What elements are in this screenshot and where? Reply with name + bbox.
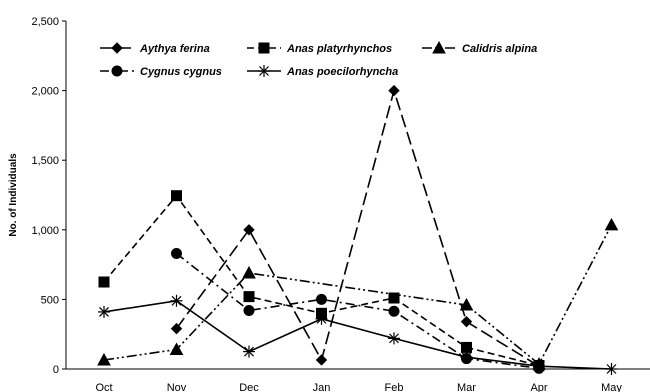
legend-label: Anas poecilorhyncha [286,66,398,78]
x-tick-label: Dec [239,382,259,392]
data-point [388,84,400,97]
y-axis-title: No. of Individuals [8,153,19,237]
legend-item: Calidris alpina [422,40,537,55]
legend-marker [258,65,270,77]
legend-marker [111,42,123,54]
data-point [171,247,182,259]
series-line [175,87,540,367]
x-tick-label: Mar [457,382,476,392]
y-tick-label: 2,500 [31,16,59,28]
data-point [98,276,110,288]
legend-item: Anas poecilorhyncha [247,65,398,78]
data-point [533,360,545,373]
series-line [103,194,540,367]
x-tick-label: Oct [95,382,112,392]
legend: Aythya ferina Anas platyrhynchos Calidris … [100,40,537,78]
series-line [176,252,540,370]
data-point [243,291,255,303]
legend-label: Aythya ferina [139,43,210,55]
data-point [171,190,182,202]
data-point [460,315,473,328]
data-point [97,352,111,366]
data-point [316,293,327,305]
axes-layer [62,20,650,370]
data-point [388,332,400,345]
data-point [169,342,184,356]
data-point [170,294,183,307]
x-tick-labels: Oct Nov Dec Jan Feb Mar Apr May [95,382,622,392]
legend-marker [111,65,123,77]
legend-marker [258,42,270,54]
legend-item: Aythya ferina [100,42,210,55]
data-point [388,292,400,304]
series-anas-platyrhynchos [98,190,545,372]
data-point [98,305,110,318]
x-tick-label: Apr [530,382,547,392]
x-tick-label: Nov [167,382,187,392]
y-tick-label: 0 [53,364,59,376]
legend-label: Cygnus cygnus [140,66,222,78]
series-calidris-alpina [97,217,619,370]
legend-label: Calidris alpina [462,43,537,55]
series-line [103,224,613,366]
data-point [315,354,328,366]
y-tick-label: 500 [41,294,59,306]
x-tick-label: Jan [313,382,331,392]
x-tick-label: May [601,382,622,392]
data-point [605,363,618,375]
data-point [243,224,255,236]
data-point [459,297,474,311]
data-point [170,322,183,335]
data-point [243,345,255,358]
x-tick-label: Feb [385,382,404,392]
series-line [103,299,612,370]
legend-label: Anas platyrhynchos [286,43,392,55]
data-point [315,312,328,325]
y-tick-label: 2,000 [31,86,59,98]
data-point [242,265,256,279]
legend-item: Anas platyrhynchos [247,42,392,55]
data-point [604,217,619,231]
series-layer [97,84,619,375]
y-tick-label: 1,000 [31,225,59,237]
legend-marker [432,40,446,54]
data-point [388,305,400,317]
series-anas-poecilorhyncha [98,294,618,375]
data-point [460,351,473,364]
data-point [461,341,472,353]
y-tick-label: 1,500 [31,155,59,167]
y-tick-labels: 0 500 1,000 1,500 2,000 2,500 [31,16,59,376]
data-point [243,305,255,317]
legend-item: Cygnus cygnus [100,65,222,78]
